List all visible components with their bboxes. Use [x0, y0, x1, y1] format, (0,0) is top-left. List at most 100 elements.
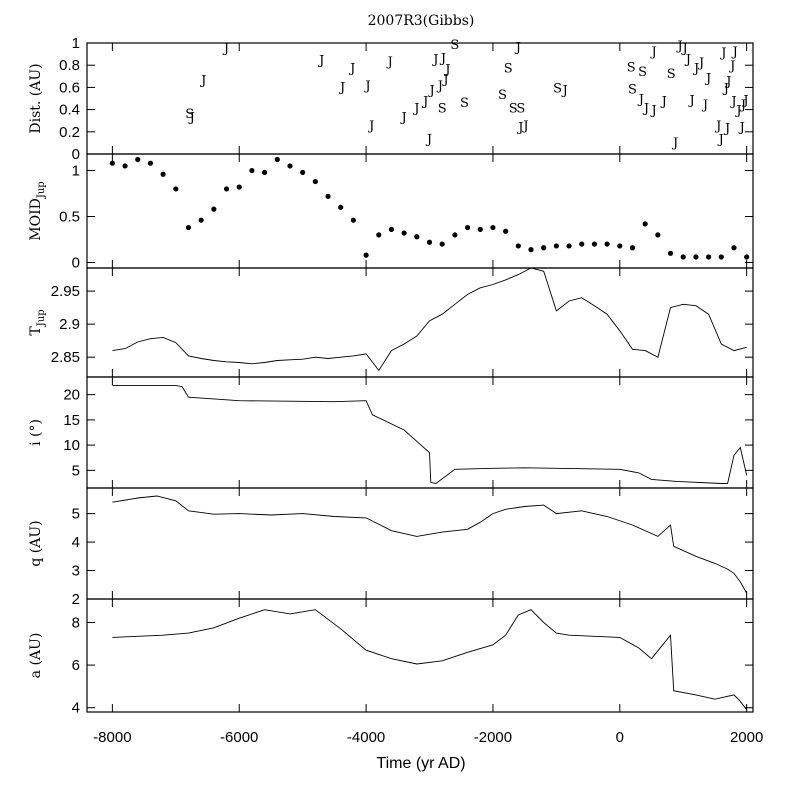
- series-line: [112, 609, 748, 711]
- data-point: [198, 217, 204, 223]
- y-axis-title: i (°): [28, 419, 44, 446]
- encounter-marker-S: S: [627, 60, 636, 75]
- encounter-marker-J: J: [660, 95, 667, 110]
- panel-frame: [86, 598, 754, 713]
- encounter-marker-J: J: [642, 101, 649, 116]
- x-tick-label: -4000: [347, 729, 385, 746]
- y-tick-label: 1: [72, 35, 80, 52]
- data-point: [744, 254, 750, 260]
- encounter-marker-J: J: [222, 41, 229, 56]
- y-axis-title: a (AU): [28, 633, 44, 679]
- data-point: [287, 163, 293, 169]
- data-point: [439, 241, 445, 247]
- encounter-marker-S: S: [460, 96, 469, 111]
- data-point: [350, 217, 356, 223]
- encounter-marker-J: J: [723, 121, 730, 136]
- data-point: [503, 228, 509, 234]
- x-tick-label: -8000: [93, 729, 131, 746]
- encounter-marker-J: J: [441, 73, 448, 88]
- data-point: [718, 254, 724, 260]
- data-point: [376, 232, 382, 238]
- y-tick-label: 8: [72, 614, 80, 631]
- encounter-marker-S: S: [498, 88, 507, 103]
- y-axis-title-main: i (°): [28, 419, 44, 446]
- data-point: [211, 206, 217, 212]
- y-tick-label: 0.5: [59, 209, 80, 226]
- data-point: [249, 167, 255, 174]
- encounter-marker-J: J: [431, 53, 438, 68]
- data-point: [464, 224, 471, 231]
- encounter-marker-J: J: [692, 61, 699, 76]
- y-tick-label: 1: [72, 163, 80, 180]
- encounter-marker-J: J: [443, 63, 450, 78]
- y-tick-label: 2.95: [51, 283, 80, 300]
- y-axis-title-sub: Jup: [36, 181, 47, 199]
- encounter-marker-J: J: [719, 46, 726, 61]
- y-tick-label: 2.9: [59, 316, 80, 333]
- y-tick-label: 6: [72, 657, 80, 674]
- data-point: [528, 247, 534, 253]
- y-axis-title: Dist. (AU): [28, 63, 44, 133]
- y-axis-title-sub: Jup: [36, 309, 47, 327]
- y-axis-title: MOIDJup: [28, 181, 47, 240]
- data-point: [185, 224, 192, 231]
- data-point: [553, 243, 559, 249]
- data-point: [388, 226, 395, 232]
- encounter-marker-J: J: [427, 84, 434, 99]
- encounter-marker-J: J: [717, 132, 724, 147]
- data-point: [604, 241, 610, 247]
- x-tick-label: -2000: [474, 729, 512, 746]
- data-point: [135, 156, 141, 163]
- encounter-marker-J: J: [649, 45, 656, 60]
- y-tick-label: 20: [63, 387, 80, 404]
- data-point: [579, 241, 585, 247]
- y-tick-label: 3: [72, 563, 80, 580]
- encounter-marker-J: J: [425, 132, 432, 147]
- data-point: [122, 163, 128, 169]
- data-point: [274, 156, 280, 163]
- encounter-marker-J: J: [514, 40, 521, 55]
- x-axis: -8000 -6000 -4000 -2000 0 2000: [93, 729, 763, 746]
- y-axis-title-main: T: [28, 326, 44, 336]
- encounter-marker-S: S: [450, 38, 459, 53]
- chart-title: 2007R3(Gibbs): [368, 13, 475, 29]
- data-point: [490, 224, 496, 231]
- x-tick-label: 2000: [730, 729, 763, 746]
- panel-incl: 5 10 15 20 i (°): [28, 376, 754, 489]
- y-tick-label: 0.2: [59, 124, 80, 141]
- encounter-marker-J: J: [704, 71, 711, 86]
- encounter-marker-J: J: [687, 94, 694, 109]
- y-axis-title-main: a (AU): [28, 633, 44, 679]
- data-point: [109, 160, 115, 166]
- encounter-marker-J: J: [734, 104, 741, 119]
- panel-frame: [86, 267, 754, 378]
- y-axis-title-main: MOID: [28, 198, 44, 241]
- encounter-marker-J: J: [521, 119, 528, 134]
- panel-frame: [86, 376, 754, 489]
- y-axis-title: TJup: [28, 309, 47, 335]
- panel-q: 2 3 4 5 q (AU): [28, 487, 754, 608]
- encounter-marker-J: J: [675, 39, 682, 54]
- encounter-marker-J: J: [348, 61, 355, 76]
- panel-a: 4 6 8 a (AU): [28, 598, 754, 717]
- encounter-marker-J: J: [436, 79, 443, 94]
- y-tick-label: 0.8: [59, 57, 80, 74]
- encounter-marker-S: S: [667, 67, 676, 82]
- encounter-marker-J: J: [729, 95, 736, 110]
- data-point: [477, 226, 483, 232]
- encounter-marker-S: S: [553, 81, 562, 96]
- data-point: [515, 243, 521, 249]
- encounter-marker-J: J: [439, 51, 446, 66]
- data-point: [617, 243, 623, 249]
- data-point: [731, 245, 737, 251]
- y-tick-label: 4: [72, 700, 80, 717]
- data-point: [173, 186, 179, 192]
- data-point: [147, 160, 154, 166]
- encounter-marker-S: S: [638, 65, 647, 80]
- panel-moid: 0 0.5 1 MOIDJup: [28, 153, 754, 271]
- encounter-marker-S: S: [516, 101, 525, 116]
- y-tick-label: 4: [72, 534, 80, 551]
- data-point: [325, 193, 331, 199]
